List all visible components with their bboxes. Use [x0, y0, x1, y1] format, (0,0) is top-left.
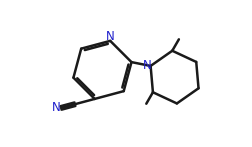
- Text: N: N: [106, 30, 115, 43]
- Text: N: N: [52, 101, 60, 114]
- Text: N: N: [142, 59, 151, 72]
